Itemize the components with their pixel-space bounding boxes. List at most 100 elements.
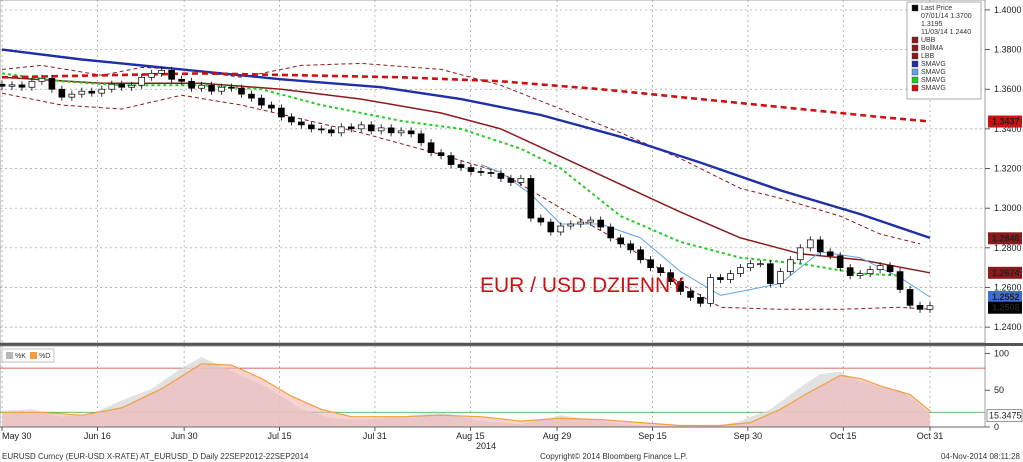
candle-body (437, 152, 445, 156)
candle-body (78, 90, 86, 95)
candle-body (98, 88, 106, 94)
candle-body (208, 84, 215, 92)
candle-body (517, 178, 525, 183)
candle-body (727, 273, 734, 280)
legend-label: SMAVG (921, 69, 946, 76)
legend-sub-value: 11/03/14 1.2440 (921, 29, 971, 36)
price-label-value: 1.2552 (992, 292, 1020, 302)
candle-body (477, 171, 485, 173)
x-tick-label: Jul 15 (268, 431, 292, 441)
main-plot-area (0, 0, 986, 344)
y-tick-label: 1.2600 (994, 282, 1022, 292)
legend-swatch (911, 76, 919, 84)
candle-body (737, 267, 744, 274)
candle-body (757, 263, 764, 266)
candle-body (387, 127, 395, 134)
osc-legend-swatch (30, 352, 37, 359)
candle-body (258, 97, 265, 106)
x-tick-label: Jul 31 (363, 431, 387, 441)
x-axis-year: 2014 (476, 441, 496, 451)
series-line-d (2, 363, 931, 427)
candle-body (617, 237, 624, 245)
legend-swatch (911, 68, 919, 76)
candle-body (308, 124, 315, 130)
candle-body (38, 77, 46, 82)
candle-body (457, 164, 465, 168)
candle-body (278, 107, 285, 118)
legend-swatch (911, 4, 919, 12)
legend-label: SMAVG (921, 77, 946, 84)
candle-body (627, 243, 634, 251)
price-label-value: 1.2848 (992, 233, 1020, 243)
candle-body (537, 217, 545, 223)
candle-body (407, 130, 415, 135)
candle-body (188, 80, 195, 89)
y-tick-label: 1.3600 (994, 84, 1022, 94)
candle-body (228, 86, 235, 89)
candle-body (637, 249, 644, 261)
candle-body (268, 104, 275, 109)
candle-body (826, 251, 834, 257)
candle-body (657, 267, 664, 273)
candle-body (557, 225, 565, 233)
price-label-box (988, 232, 1022, 245)
price-label-box (988, 266, 1022, 279)
osc-price-box (986, 409, 1023, 423)
candle-body (926, 305, 934, 310)
candle-body (108, 83, 116, 90)
price-label-value: 1.2508 (992, 303, 1020, 313)
candle-body (327, 129, 335, 134)
legend-label: BollMA (921, 45, 944, 52)
candle-body (337, 126, 345, 134)
footer-center: Copyright© 2014 Bloomberg Finance L.P. (540, 452, 687, 461)
legend-swatch (911, 84, 919, 92)
price-label-box (988, 301, 1022, 314)
candle-body (288, 116, 295, 123)
x-axis: May 30 Jun 16 Jun 30 Jul 15 Jul 31 Aug 15 Aug … (0, 426, 985, 441)
legend-sub-value: 1.3195 (921, 21, 943, 28)
legend-swatch (911, 52, 919, 60)
candle-body (298, 121, 305, 126)
osc-legend-label: %K (15, 353, 26, 360)
candle-body (866, 269, 874, 274)
y-tick-label: 1.3000 (994, 203, 1022, 213)
candle-body (707, 277, 714, 304)
x-tick-label: Jun 16 (84, 431, 111, 441)
osc-tick-label: 100 (994, 348, 1009, 358)
candle-body (806, 239, 814, 249)
candle-body (357, 124, 365, 130)
candle-body (876, 265, 884, 270)
candle-body (647, 259, 654, 269)
candle-body (8, 84, 16, 87)
candle-body (687, 291, 694, 298)
x-tick-label: Aug 29 (543, 431, 572, 441)
x-tick-label: Sep 30 (734, 431, 763, 441)
candle-body (238, 87, 245, 95)
panel-separator (0, 343, 1023, 346)
candle-body (767, 263, 774, 284)
candle-body (377, 127, 385, 132)
x-tick-label: Aug 15 (456, 431, 485, 441)
candle-body (128, 84, 136, 88)
candle-body (168, 70, 175, 80)
legend-swatch (911, 36, 919, 44)
osc-tick-label: 0 (994, 422, 999, 432)
y-tick-label: 1.4000 (994, 5, 1022, 15)
candle-body (397, 130, 405, 134)
chart-annotation: EUR / USD DZIENNY (480, 274, 684, 297)
candle-body (697, 297, 704, 304)
candle-body (48, 77, 56, 90)
candle-body (916, 304, 924, 310)
candle-body (18, 84, 26, 88)
x-tick-label: Oct 15 (830, 431, 857, 441)
legend-label: SMAVG (921, 85, 946, 92)
candle-body (747, 263, 754, 269)
footer-left: EURUSD Curncy (EUR-USD X-RATE) AT_EURUSD… (2, 452, 309, 461)
candle-body (487, 172, 495, 174)
candle-body (68, 93, 76, 98)
candle-body (198, 84, 205, 89)
series-line-ubb (1, 62, 921, 245)
candle-body (786, 259, 794, 272)
